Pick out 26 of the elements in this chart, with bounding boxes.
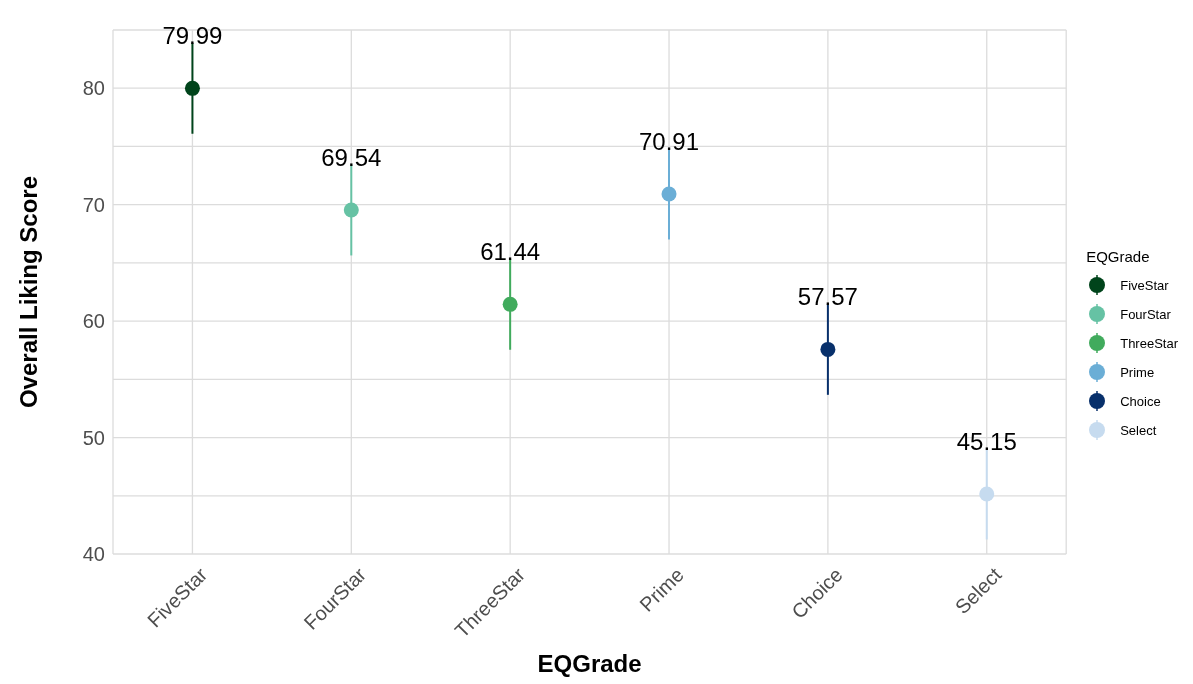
legend-label: Prime (1120, 364, 1155, 380)
y-tick-label: 40 (82, 543, 105, 566)
y-tick-label: 50 (82, 426, 105, 449)
legend-label: FiveStar (1120, 277, 1169, 293)
y-tick-label: 80 (82, 77, 105, 100)
y-axis-title: Overall Liking Score (14, 175, 42, 409)
legend-label: Select (1120, 422, 1157, 438)
data-label: 70.91 (638, 127, 700, 155)
point (979, 486, 995, 502)
legend-title: EQGrade (1086, 247, 1151, 265)
data-label: 45.15 (956, 427, 1017, 455)
point (502, 296, 518, 312)
data-label: 79.99 (162, 21, 223, 49)
point (661, 186, 677, 202)
x-axis-title: EQGrade (537, 650, 642, 677)
data-label: 57.57 (797, 282, 858, 310)
data-label: 61.44 (480, 237, 541, 265)
legend-label: Choice (1120, 393, 1161, 409)
point (343, 202, 359, 218)
data-label: 69.54 (321, 143, 382, 171)
legend-label: ThreeStar (1120, 335, 1178, 351)
y-tick-label: 70 (82, 193, 105, 216)
point (820, 341, 836, 357)
legend-label: FourStar (1120, 306, 1171, 322)
point (184, 80, 200, 96)
y-tick-label: 60 (82, 310, 105, 333)
